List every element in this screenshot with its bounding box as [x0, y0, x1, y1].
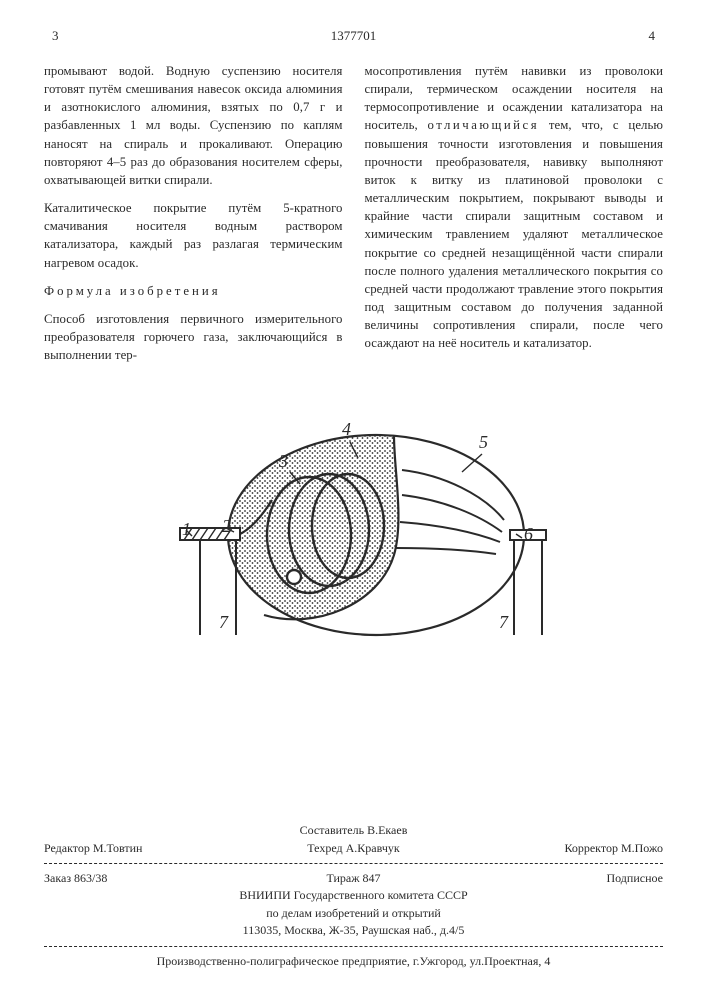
- doc-number: 1377701: [0, 28, 707, 44]
- press-line: Производственно-полиграфическое предприя…: [44, 953, 663, 970]
- fig-label-2: 2: [222, 516, 231, 536]
- tirazh: Тираж 847: [250, 870, 456, 887]
- fig-label-6: 6: [524, 524, 533, 544]
- editor-name: М.Товтин: [93, 841, 143, 855]
- tech-name: А.Кравчук: [346, 841, 400, 855]
- subscription: Подписное: [457, 870, 663, 887]
- org-line-2: по делам изобретений и открытий: [44, 905, 663, 922]
- fig-label-1: 1: [182, 519, 191, 539]
- fig-label-4: 4: [342, 419, 351, 439]
- left-p3: Способ изготовления первичного измерител…: [44, 310, 343, 364]
- fig-label-7a: 7: [219, 612, 229, 632]
- right-p1-spaced: отличающийся: [428, 118, 540, 132]
- fig-label-3: 3: [278, 451, 288, 471]
- address-line: 113035, Москва, Ж-35, Раушская наб., д.4…: [44, 922, 663, 939]
- right-column: мосопротивления путём навивки из проволо…: [365, 62, 664, 374]
- formula-title: Формула изобретения: [44, 282, 343, 300]
- footer: Составитель В.Екаев Редактор М.Товтин Те…: [44, 822, 663, 970]
- tech-label: Техред: [307, 841, 342, 855]
- corrector-name: М.Пожо: [621, 841, 663, 855]
- org-line-1: ВНИИПИ Государственного комитета СССР: [44, 887, 663, 904]
- corrector-label: Корректор: [564, 841, 618, 855]
- compiler-line: Составитель В.Екаев: [44, 822, 663, 839]
- figure-container: 1 2 3 4 5 6 7 7: [44, 380, 663, 680]
- figure-svg: 1 2 3 4 5 6 7 7: [144, 380, 564, 680]
- fig-label-7b: 7: [499, 612, 509, 632]
- order-row: Заказ 863/38 Тираж 847 Подписное: [44, 870, 663, 887]
- order-number: Заказ 863/38: [44, 870, 250, 887]
- left-p2: Каталитическое покрытие путём 5-кратного…: [44, 199, 343, 272]
- editor-label: Редактор: [44, 841, 90, 855]
- left-p1: промывают водой. Водную суспензию носите…: [44, 62, 343, 189]
- body-columns: промывают водой. Водную суспензию носите…: [44, 62, 663, 374]
- right-p1: мосопротивления путём навивки из проволо…: [365, 62, 664, 353]
- left-column: промывают водой. Водную суспензию носите…: [44, 62, 343, 374]
- credits-row: Редактор М.Товтин Техред А.Кравчук Корре…: [44, 840, 663, 857]
- right-p1b: тем, что, с целью повышения точности изг…: [365, 118, 664, 350]
- fig-label-5: 5: [479, 432, 488, 452]
